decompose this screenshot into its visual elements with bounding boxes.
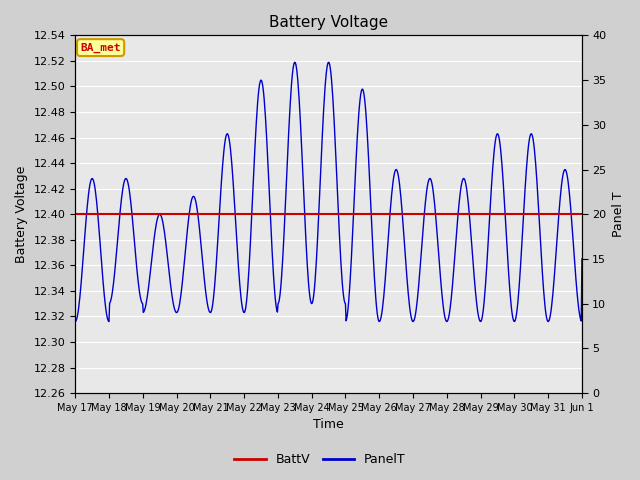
Y-axis label: Battery Voltage: Battery Voltage bbox=[15, 166, 28, 263]
Legend: BattV, PanelT: BattV, PanelT bbox=[229, 448, 411, 471]
X-axis label: Time: Time bbox=[313, 419, 344, 432]
Title: Battery Voltage: Battery Voltage bbox=[269, 15, 388, 30]
Text: BA_met: BA_met bbox=[81, 43, 121, 53]
Y-axis label: Panel T: Panel T bbox=[612, 192, 625, 237]
